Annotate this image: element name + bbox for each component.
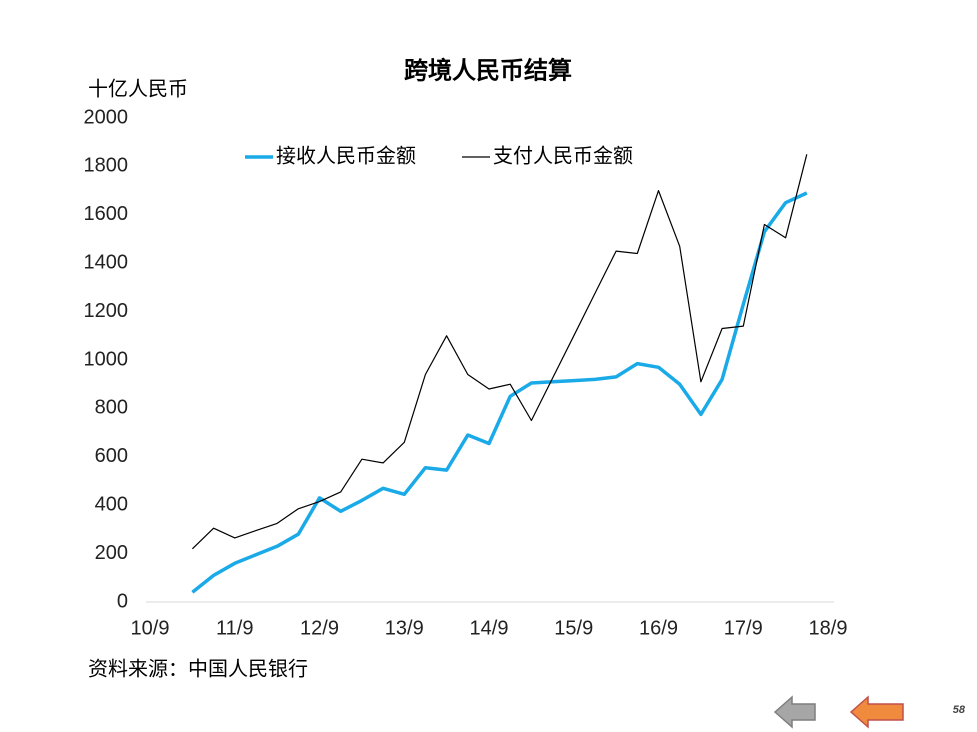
prev-arrow[interactable]	[773, 695, 816, 729]
y-tick-label: 200	[95, 542, 128, 564]
x-tick-label: 15/9	[554, 617, 593, 639]
x-tick-label: 13/9	[385, 617, 424, 639]
next-button[interactable]	[849, 695, 904, 729]
x-tick-label: 10/9	[131, 617, 170, 639]
y-tick-label: 600	[95, 445, 128, 467]
y-tick-label: 0	[117, 590, 128, 612]
prev-button[interactable]	[773, 695, 816, 729]
x-tick-label: 12/9	[300, 617, 339, 639]
y-axis-label: 十亿人民币	[88, 77, 188, 100]
y-tick-label: 800	[95, 397, 128, 419]
legend-label: 接收人民币金额	[276, 144, 416, 167]
x-tick-label: 16/9	[639, 617, 678, 639]
y-tick-label: 400	[95, 493, 128, 515]
legend-label: 支付人民币金额	[493, 144, 633, 167]
source-note: 资料来源：中国人民银行	[88, 657, 308, 680]
page-number: 58	[953, 704, 966, 716]
x-tick-label: 17/9	[724, 617, 763, 639]
y-tick-label: 1200	[84, 300, 129, 322]
y-tick-label: 1600	[84, 203, 129, 225]
y-tick-label: 1000	[84, 348, 129, 370]
data-line	[191, 154, 808, 550]
x-tick-label: 14/9	[470, 617, 509, 639]
y-tick-label: 1800	[84, 155, 129, 177]
data-line	[191, 191, 808, 594]
y-tick-label: 1400	[84, 251, 129, 273]
y-tick-label: 2000	[84, 106, 129, 128]
next-arrow[interactable]	[849, 695, 904, 729]
x-tick-label: 11/9	[216, 617, 253, 639]
x-tick-label: 18/9	[809, 617, 848, 639]
chart-title: 跨境人民币结算	[404, 56, 572, 84]
